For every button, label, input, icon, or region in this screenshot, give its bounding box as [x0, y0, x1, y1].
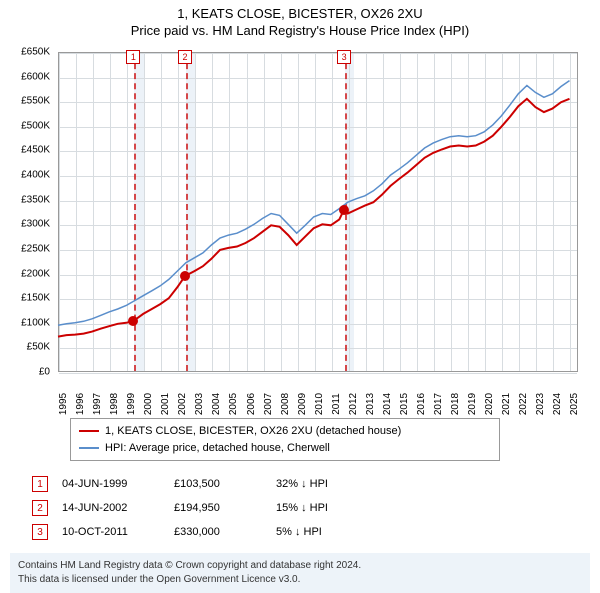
xtick-label: 2014 [382, 393, 393, 415]
legend-swatch [79, 447, 99, 449]
page-subtitle: Price paid vs. HM Land Registry's House … [0, 21, 600, 42]
ytick-label: £250K [10, 243, 50, 254]
sale-number-box: 2 [32, 500, 48, 516]
xtick-label: 2024 [552, 393, 563, 415]
sale-dot [339, 205, 349, 215]
ytick-label: £650K [10, 47, 50, 58]
ytick-label: £600K [10, 71, 50, 82]
xtick-label: 1999 [126, 393, 137, 415]
xtick-label: 2000 [143, 393, 154, 415]
footer-line-1: Contains HM Land Registry data © Crown c… [18, 559, 582, 573]
chart-container: 1, KEATS CLOSE, BICESTER, OX26 2XU Price… [0, 0, 600, 590]
xtick-label: 2002 [177, 393, 188, 415]
xtick-label: 1995 [58, 393, 69, 415]
xtick-label: 2005 [228, 393, 239, 415]
ytick-label: £500K [10, 120, 50, 131]
xtick-label: 2020 [484, 393, 495, 415]
xtick-label: 2013 [365, 393, 376, 415]
sale-date: 04-JUN-1999 [62, 473, 172, 495]
xtick-label: 2001 [160, 393, 171, 415]
table-row: 2 14-JUN-2002£194,95015% ↓ HPI [32, 497, 340, 519]
xtick-label: 2019 [467, 393, 478, 415]
ytick-label: £150K [10, 293, 50, 304]
chart-area: £0 £50K £100K £150K £200K £250K £300K £350K £400… [10, 42, 590, 412]
legend-swatch [79, 430, 99, 432]
sale-date: 10-OCT-2011 [62, 521, 172, 543]
sale-marker-box: 3 [337, 50, 351, 64]
sale-dot [180, 271, 190, 281]
footer-line-2: This data is licensed under the Open Gov… [18, 573, 582, 587]
xtick-label: 1997 [92, 393, 103, 415]
table-row: 3 10-OCT-2011£330,0005% ↓ HPI [32, 521, 340, 543]
ytick-label: £50K [10, 342, 50, 353]
xtick-label: 2022 [518, 393, 529, 415]
sale-price: £103,500 [174, 473, 274, 495]
xtick-label: 2021 [501, 393, 512, 415]
xtick-label: 2015 [399, 393, 410, 415]
ytick-label: £400K [10, 170, 50, 181]
ytick-label: £550K [10, 96, 50, 107]
xtick-label: 2006 [246, 393, 257, 415]
xtick-label: 2010 [314, 393, 325, 415]
xtick-label: 2008 [280, 393, 291, 415]
xtick-label: 2023 [535, 393, 546, 415]
gridline-h [59, 373, 577, 374]
legend-label: HPI: Average price, detached house, Cher… [105, 440, 330, 457]
legend-label: 1, KEATS CLOSE, BICESTER, OX26 2XU (deta… [105, 423, 401, 440]
legend-row: HPI: Average price, detached house, Cher… [79, 440, 491, 457]
page-title: 1, KEATS CLOSE, BICESTER, OX26 2XU [0, 0, 600, 21]
sale-number-box: 1 [32, 476, 48, 492]
xtick-label: 2016 [416, 393, 427, 415]
legend-row: 1, KEATS CLOSE, BICESTER, OX26 2XU (deta… [79, 423, 491, 440]
xtick-label: 1996 [75, 393, 86, 415]
xtick-label: 2011 [331, 393, 342, 415]
series-hpi [58, 81, 570, 326]
legend: 1, KEATS CLOSE, BICESTER, OX26 2XU (deta… [70, 418, 500, 461]
sale-marker-box: 2 [178, 50, 192, 64]
sale-date: 14-JUN-2002 [62, 497, 172, 519]
xtick-label: 2009 [297, 393, 308, 415]
xtick-label: 2003 [194, 393, 205, 415]
xtick-label: 2018 [450, 393, 461, 415]
ytick-label: £200K [10, 268, 50, 279]
sale-price: £194,950 [174, 497, 274, 519]
ytick-label: £450K [10, 145, 50, 156]
sale-number-box: 3 [32, 524, 48, 540]
sale-marker-box: 1 [126, 50, 140, 64]
sale-price: £330,000 [174, 521, 274, 543]
xtick-label: 2025 [569, 393, 580, 415]
footer-attribution: Contains HM Land Registry data © Crown c… [10, 553, 590, 593]
xtick-label: 1998 [109, 393, 120, 415]
xtick-label: 2004 [211, 393, 222, 415]
sale-diff: 15% ↓ HPI [276, 497, 340, 519]
ytick-label: £0 [10, 367, 50, 378]
ytick-label: £100K [10, 317, 50, 328]
sales-table: 1 04-JUN-1999£103,50032% ↓ HPI 2 14-JUN-200… [30, 471, 342, 545]
sale-diff: 5% ↓ HPI [276, 521, 340, 543]
xtick-label: 2017 [433, 393, 444, 415]
ytick-label: £350K [10, 194, 50, 205]
table-row: 1 04-JUN-1999£103,50032% ↓ HPI [32, 473, 340, 495]
sale-diff: 32% ↓ HPI [276, 473, 340, 495]
xtick-label: 2012 [348, 393, 359, 415]
ytick-label: £300K [10, 219, 50, 230]
xtick-label: 2007 [263, 393, 274, 415]
sale-dot [128, 316, 138, 326]
